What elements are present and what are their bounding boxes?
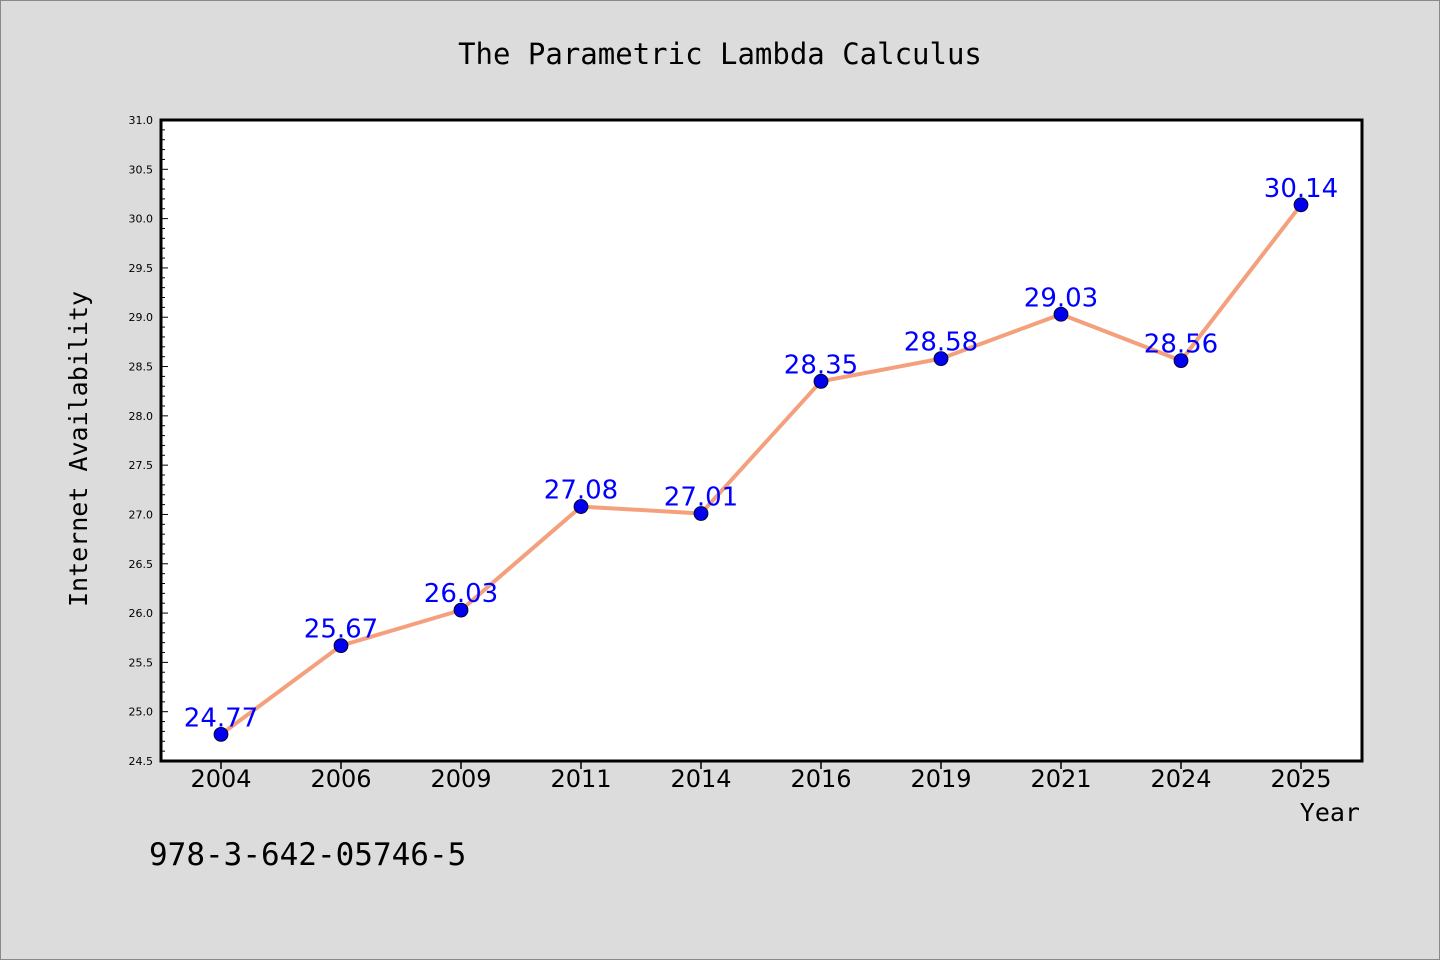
data-markers bbox=[213, 197, 1309, 742]
y-tick-label: 29.5 bbox=[129, 262, 154, 275]
x-tick-label: 2024 bbox=[1150, 765, 1211, 793]
x-tick-label: 2006 bbox=[310, 765, 371, 793]
data-label-2004: 24.77 bbox=[184, 703, 258, 733]
data-labels: 24.77 25.67 26.03 27.08 27.01 28.35 28.58 29.03… bbox=[184, 174, 1338, 734]
data-label-2009: 26.03 bbox=[424, 579, 498, 609]
y-axis-label: Internet Availability bbox=[64, 291, 93, 607]
y-tick-label: 27.5 bbox=[129, 459, 154, 472]
data-label-2021: 29.03 bbox=[1024, 283, 1098, 313]
data-point-2004 bbox=[213, 726, 229, 742]
x-tick-label: 2021 bbox=[1030, 765, 1091, 793]
y-tick-label: 25.0 bbox=[129, 706, 154, 719]
y-tick-label: 30.0 bbox=[129, 213, 154, 226]
data-point-2016 bbox=[813, 373, 829, 389]
y-tick-label: 26.5 bbox=[129, 558, 154, 571]
y-tick-label: 28.5 bbox=[129, 361, 154, 374]
data-label-2014: 27.01 bbox=[664, 482, 738, 512]
y-tick-label: 28.0 bbox=[129, 410, 154, 423]
data-point-2014 bbox=[693, 506, 709, 521]
data-point-2009 bbox=[453, 602, 469, 618]
y-tick-label: 26.0 bbox=[129, 607, 154, 620]
y-tick-label: 25.5 bbox=[129, 656, 154, 669]
data-label-2011: 27.08 bbox=[544, 476, 618, 506]
data-point-2019 bbox=[933, 351, 949, 367]
y-axis: 24.5 25.0 25.5 26.0 26.5 27.0 27.5 28.0 28.5 29.0… bbox=[129, 114, 168, 768]
data-label-2006: 25.67 bbox=[304, 615, 378, 645]
y-tick-label: 31.0 bbox=[129, 114, 154, 127]
x-tick-label: 2016 bbox=[790, 765, 851, 793]
series-line bbox=[219, 203, 1303, 736]
isbn-text: 978-3-642-05746-5 bbox=[149, 837, 466, 873]
x-axis-label: Year bbox=[1300, 798, 1360, 827]
data-point-2021 bbox=[1053, 306, 1069, 322]
data-point-2011 bbox=[573, 499, 589, 514]
x-tick-label: 2019 bbox=[910, 765, 971, 793]
x-axis: 2004 2006 2009 2011 2014 2016 2019 2021 2024 2025 bbox=[190, 761, 1332, 793]
x-tick-label: 2009 bbox=[430, 765, 491, 793]
data-point-2024 bbox=[1173, 353, 1189, 369]
y-tick-label: 24.5 bbox=[129, 755, 154, 768]
chart-title: The Parametric Lambda Calculus bbox=[458, 37, 982, 71]
x-tick-label: 2004 bbox=[190, 765, 251, 793]
data-label-2024: 28.56 bbox=[1144, 330, 1218, 360]
y-tick-label: 30.5 bbox=[129, 163, 154, 176]
x-tick-label: 2025 bbox=[1270, 765, 1331, 793]
plot-area bbox=[159, 118, 1364, 763]
data-point-2006 bbox=[333, 638, 349, 654]
y-tick-label: 29.0 bbox=[129, 311, 154, 324]
data-label-2016: 28.35 bbox=[784, 350, 858, 380]
data-label-2025: 30.14 bbox=[1264, 174, 1338, 204]
y-tick-label: 27.0 bbox=[129, 508, 154, 521]
data-label-2019: 28.58 bbox=[904, 328, 978, 358]
x-tick-label: 2014 bbox=[670, 765, 731, 793]
x-tick-label: 2011 bbox=[550, 765, 611, 793]
data-point-2025 bbox=[1293, 197, 1309, 213]
